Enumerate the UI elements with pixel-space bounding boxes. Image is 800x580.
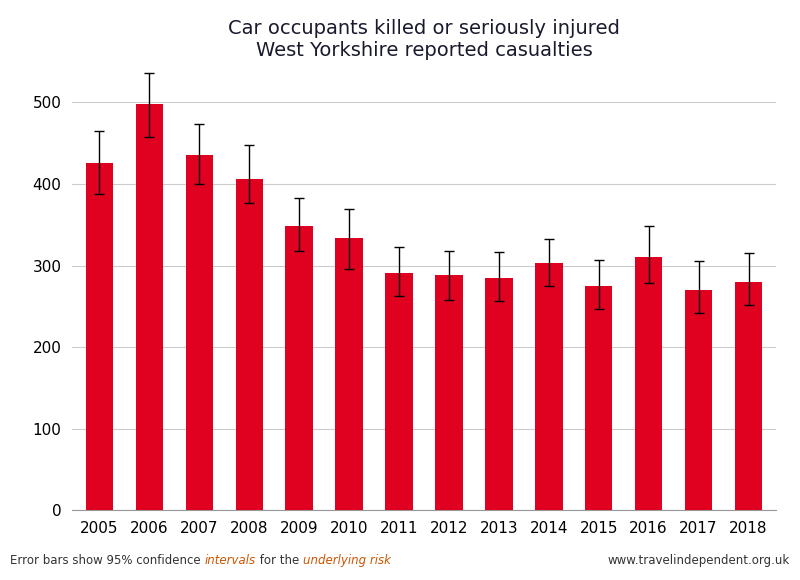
Bar bbox=[635, 258, 662, 510]
Title: Car occupants killed or seriously injured
West Yorkshire reported casualties: Car occupants killed or seriously injure… bbox=[228, 19, 620, 60]
Text: for the: for the bbox=[256, 554, 303, 567]
Bar bbox=[235, 179, 263, 510]
Text: intervals: intervals bbox=[205, 554, 256, 567]
Bar bbox=[386, 273, 413, 510]
Text: www.travelindependent.org.uk: www.travelindependent.org.uk bbox=[607, 554, 790, 567]
Bar bbox=[286, 226, 313, 510]
Bar bbox=[86, 164, 113, 510]
Bar bbox=[335, 238, 363, 510]
Bar bbox=[735, 282, 762, 510]
Bar bbox=[435, 276, 462, 510]
Bar bbox=[685, 290, 712, 510]
Bar bbox=[585, 286, 613, 510]
Bar bbox=[186, 155, 213, 510]
Bar bbox=[136, 104, 163, 510]
Bar bbox=[535, 263, 562, 510]
Bar bbox=[485, 278, 513, 510]
Text: Error bars show 95% confidence: Error bars show 95% confidence bbox=[10, 554, 205, 567]
Text: underlying risk: underlying risk bbox=[303, 554, 390, 567]
